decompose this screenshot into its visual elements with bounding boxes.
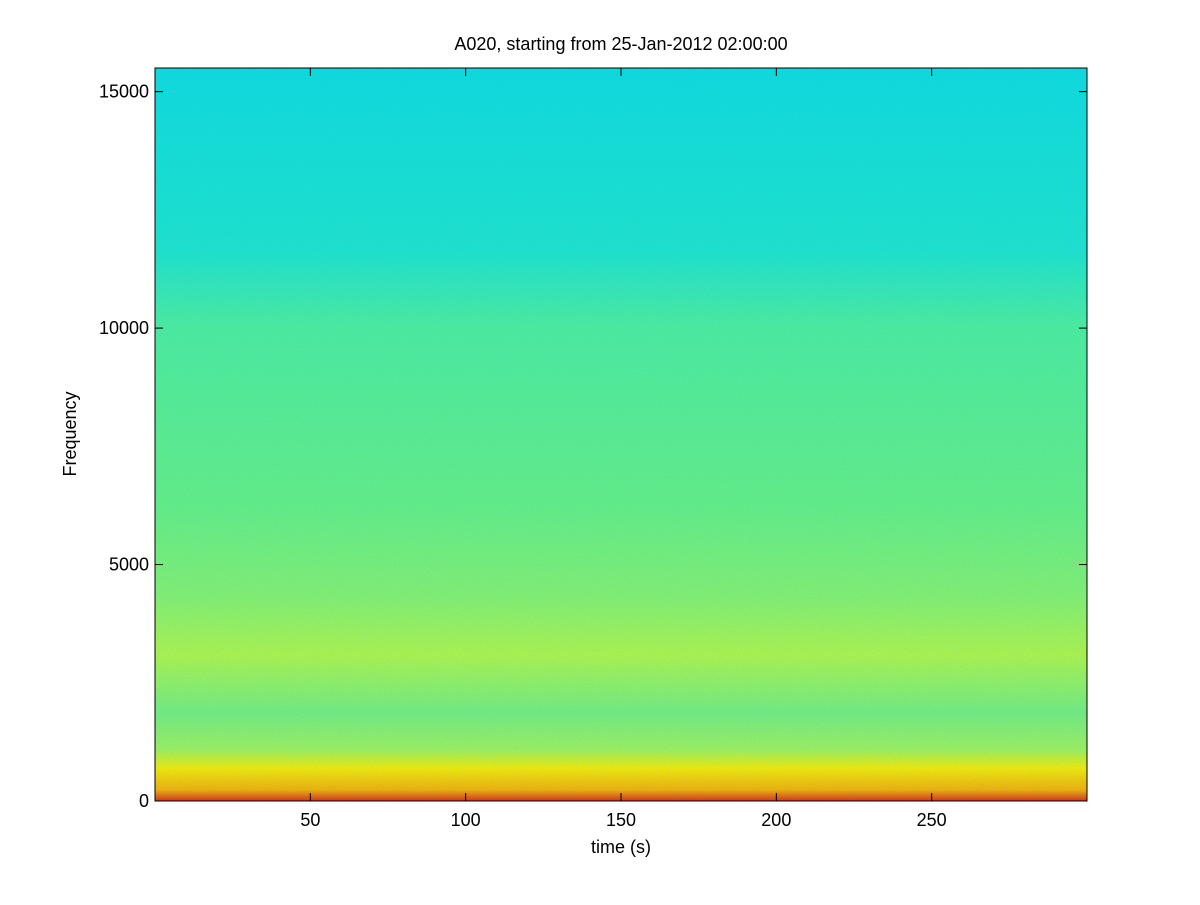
x-tick-label: 250 — [917, 810, 947, 830]
x-tick-label: 150 — [606, 810, 636, 830]
y-tick-label: 5000 — [109, 555, 149, 575]
y-tick-label: 15000 — [99, 82, 149, 102]
x-tick-label: 200 — [761, 810, 791, 830]
x-tick-label: 100 — [451, 810, 481, 830]
spectrogram-noise — [155, 68, 1087, 801]
chart-title: A020, starting from 25-Jan-2012 02:00:00 — [454, 34, 787, 54]
y-tick-label: 10000 — [99, 318, 149, 338]
x-axis-label: time (s) — [591, 837, 651, 857]
y-tick-label: 0 — [139, 791, 149, 811]
y-axis-label: Frequency — [60, 391, 80, 476]
x-tick-label: 50 — [300, 810, 320, 830]
